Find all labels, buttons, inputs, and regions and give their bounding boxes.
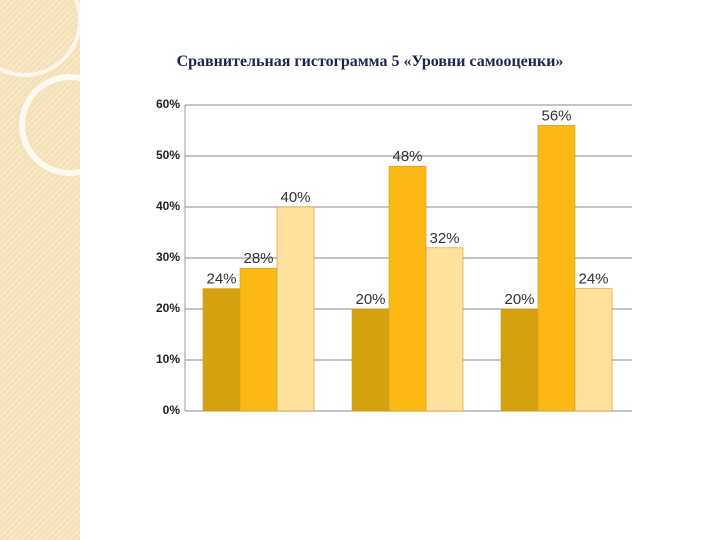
value-label: 24% [206,271,236,288]
bar [537,125,576,412]
chart-title: Сравнительная гистограмма 5 «Уровни само… [177,53,564,70]
bar [239,267,278,412]
side-panel [0,0,80,540]
bar [500,308,539,412]
bar [351,308,390,412]
y-tick-label: 40% [156,199,180,213]
y-tick-label: 0% [163,403,181,417]
y-tick-label: 30% [156,250,180,264]
bar [425,247,464,412]
decor-circle [0,0,82,77]
value-label: 24% [578,271,608,288]
value-label: 20% [504,291,534,308]
y-tick-label: 60% [156,97,180,111]
value-label: 32% [429,230,459,247]
value-label: 28% [243,250,273,267]
decor-circle [19,74,121,176]
value-label: 48% [392,148,422,165]
bar [276,206,315,412]
bar [202,288,241,412]
bar [574,288,613,412]
y-tick-label: 50% [156,148,180,162]
y-tick-label: 10% [156,352,180,366]
bar [388,165,427,412]
y-tick-label: 20% [156,301,180,315]
value-label: 56% [541,107,571,124]
value-label: 40% [280,189,310,206]
value-label: 20% [355,291,385,308]
